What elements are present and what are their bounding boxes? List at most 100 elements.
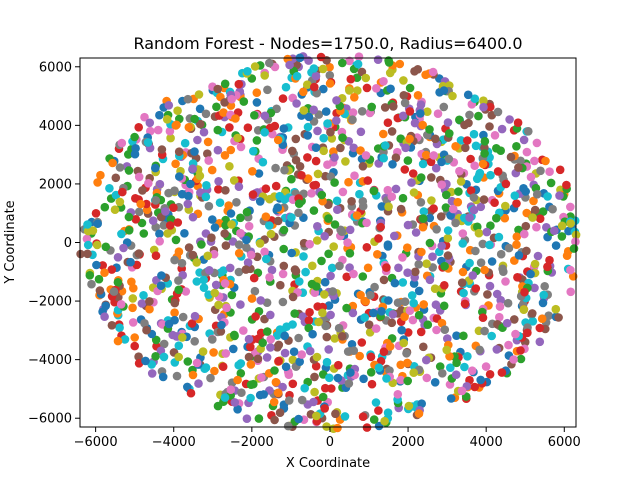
scatter-point bbox=[427, 196, 436, 205]
scatter-point bbox=[399, 338, 409, 348]
scatter-point bbox=[463, 136, 472, 145]
scatter-point bbox=[330, 178, 339, 187]
scatter-point bbox=[244, 221, 254, 231]
scatter-point bbox=[279, 261, 289, 271]
scatter-point bbox=[252, 98, 262, 107]
scatter-point bbox=[273, 388, 283, 398]
scatter-point bbox=[433, 109, 443, 118]
scatter-point bbox=[403, 358, 412, 368]
scatter-point bbox=[276, 280, 285, 290]
x-axis-ticks: −6000 −4000 −2000 0 2000 4000 6000 bbox=[74, 427, 581, 450]
scatter-point bbox=[403, 243, 412, 252]
scatter-point bbox=[318, 392, 328, 402]
scatter-point bbox=[171, 235, 181, 245]
scatter-point bbox=[220, 279, 230, 288]
scatter-point bbox=[501, 277, 510, 286]
scatter-point bbox=[376, 356, 386, 366]
scatter-point bbox=[418, 159, 428, 169]
scatter-point bbox=[170, 255, 179, 265]
scatter-point bbox=[388, 160, 397, 169]
x-tick-label: −2000 bbox=[230, 435, 274, 450]
scatter-point bbox=[400, 165, 410, 174]
scatter-point bbox=[486, 102, 495, 112]
scatter-point bbox=[359, 374, 368, 384]
scatter-point bbox=[383, 118, 393, 127]
scatter-point bbox=[231, 114, 240, 123]
scatter-point bbox=[239, 97, 249, 106]
scatter-point bbox=[174, 276, 183, 285]
scatter-point bbox=[155, 179, 165, 189]
scatter-point bbox=[413, 65, 423, 74]
scatter-point bbox=[520, 287, 529, 297]
scatter-point bbox=[414, 260, 424, 269]
scatter-point bbox=[389, 102, 398, 111]
scatter-point bbox=[459, 288, 468, 298]
scatter-point bbox=[236, 359, 246, 368]
scatter-point bbox=[107, 265, 117, 274]
scatter-point bbox=[208, 335, 217, 344]
x-tick-label: 6000 bbox=[548, 435, 581, 450]
scatter-point bbox=[396, 134, 406, 143]
scatter-point bbox=[530, 205, 540, 215]
scatter-point bbox=[485, 240, 494, 250]
scatter-point bbox=[418, 120, 428, 130]
scatter-point bbox=[184, 123, 194, 132]
scatter-point bbox=[159, 339, 169, 349]
scatter-point bbox=[514, 163, 523, 172]
scatter-point bbox=[134, 123, 143, 132]
scatter-point bbox=[319, 84, 328, 94]
scatter-point bbox=[529, 196, 538, 206]
scatter-point bbox=[361, 297, 370, 306]
scatter-point bbox=[537, 314, 547, 324]
scatter-point bbox=[249, 146, 258, 156]
scatter-point bbox=[274, 356, 283, 366]
scatter-point bbox=[334, 323, 344, 333]
scatter-point bbox=[134, 172, 144, 182]
scatter-point bbox=[170, 186, 179, 195]
scatter-point bbox=[312, 282, 321, 291]
scatter-point bbox=[349, 346, 359, 356]
scatter-point bbox=[193, 135, 202, 145]
scatter-point bbox=[536, 166, 545, 176]
scatter-point bbox=[403, 156, 413, 165]
x-tick-label: −4000 bbox=[152, 435, 196, 450]
scatter-point bbox=[243, 258, 253, 267]
scatter-point bbox=[118, 187, 127, 197]
scatter-point bbox=[322, 357, 332, 367]
scatter-point bbox=[345, 56, 354, 66]
scatter-point bbox=[317, 190, 327, 200]
scatter-point bbox=[443, 118, 453, 127]
scatter-point bbox=[347, 197, 356, 206]
scatter-point bbox=[100, 312, 109, 322]
scatter-point bbox=[248, 190, 258, 199]
scatter-point bbox=[311, 180, 321, 190]
scatter-point bbox=[391, 153, 401, 162]
scatter-point bbox=[387, 318, 397, 328]
scatter-point bbox=[153, 125, 163, 135]
scatter-point bbox=[342, 272, 352, 282]
scatter-point bbox=[405, 83, 415, 93]
scatter-point bbox=[336, 143, 345, 153]
scatter-point bbox=[431, 134, 440, 144]
scatter-point bbox=[111, 173, 121, 183]
scatter-point bbox=[478, 239, 488, 249]
scatter-point bbox=[417, 247, 426, 257]
scatter-point bbox=[271, 181, 281, 191]
scatter-point bbox=[474, 170, 484, 180]
scatter-point bbox=[386, 84, 395, 94]
scatter-point bbox=[372, 84, 381, 93]
scatter-point bbox=[470, 382, 480, 392]
scatter-point bbox=[178, 333, 187, 342]
scatter-point bbox=[94, 274, 104, 284]
scatter-point bbox=[319, 146, 329, 156]
scatter-point bbox=[199, 275, 208, 285]
scatter-point bbox=[137, 218, 147, 228]
scatter-point bbox=[471, 141, 481, 151]
scatter-point bbox=[479, 195, 489, 204]
scatter-point bbox=[130, 341, 139, 351]
scatter-point bbox=[364, 320, 374, 330]
scatter-point bbox=[285, 60, 294, 70]
scatter-point bbox=[419, 214, 428, 223]
scatter-point bbox=[253, 354, 263, 364]
scatter-point bbox=[183, 357, 193, 366]
